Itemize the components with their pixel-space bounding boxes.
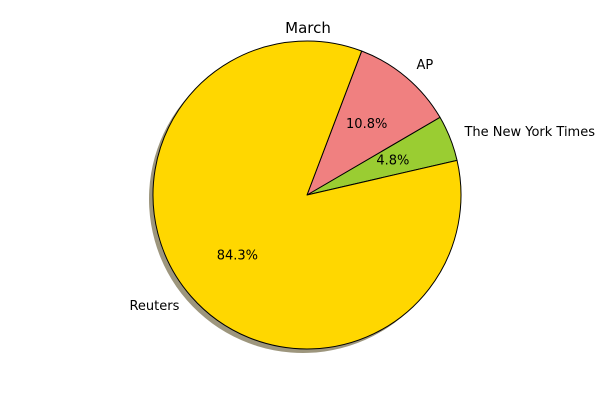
slice-label-ap: AP bbox=[416, 58, 433, 73]
pie-labels: The New York Times 4.8% AP 10.8% Reuters 84.3… bbox=[129, 58, 595, 314]
slice-ap bbox=[306, 50, 441, 196]
slice-reuters bbox=[152, 40, 462, 350]
slice-label-the-new-york-times: The New York Times bbox=[463, 125, 595, 140]
pct-label-the-new-york-times: 4.8% bbox=[376, 153, 409, 168]
pct-label-reuters: 84.3% bbox=[217, 248, 258, 263]
pie-slices bbox=[152, 40, 462, 350]
chart-title: March bbox=[285, 19, 331, 37]
pct-label-ap: 10.8% bbox=[346, 117, 387, 132]
slice-label-reuters: Reuters bbox=[129, 299, 179, 314]
